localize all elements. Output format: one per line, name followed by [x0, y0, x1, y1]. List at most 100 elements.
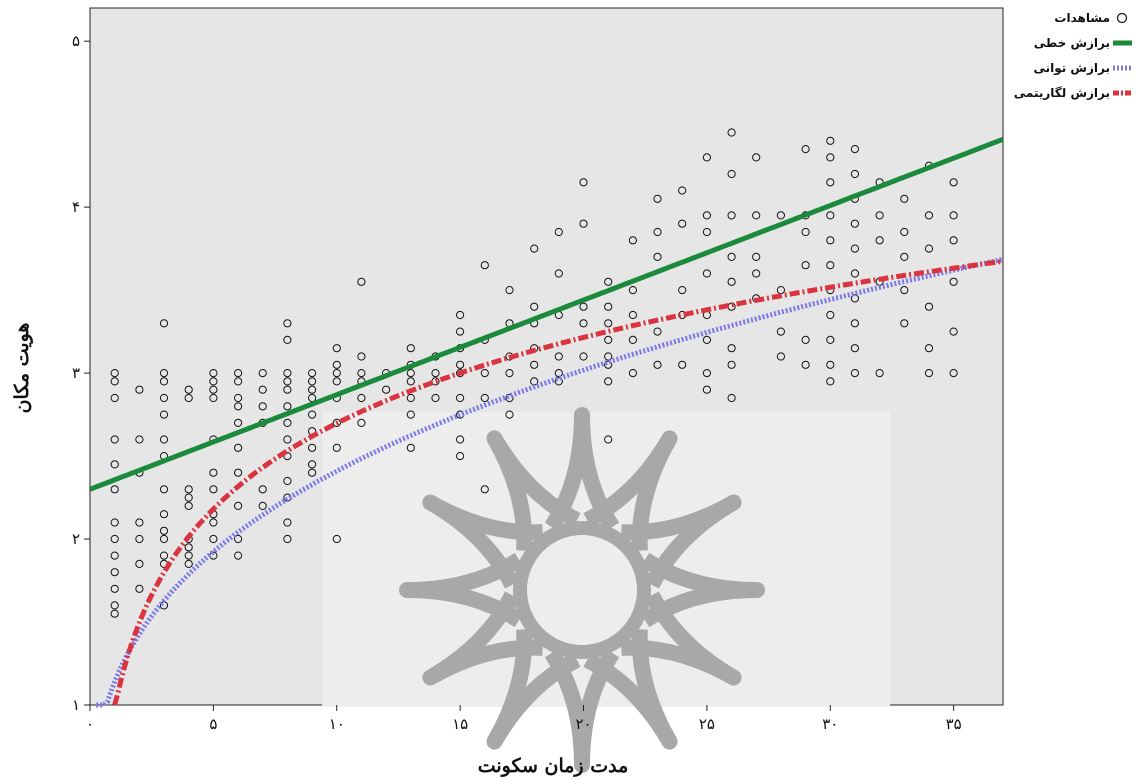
- observation-point: [480, 485, 489, 494]
- observation-point: [357, 277, 366, 286]
- observation-point: [554, 269, 563, 278]
- observation-point: [258, 501, 267, 510]
- observation-point: [924, 369, 934, 378]
- observation-point: [604, 302, 613, 311]
- observation-point: [702, 335, 712, 344]
- observation-point: [159, 551, 169, 560]
- observation-point: [159, 319, 169, 328]
- observation-point: [135, 559, 144, 569]
- observation-point: [653, 252, 662, 261]
- x-tick-label: ۱۰: [329, 715, 345, 733]
- observation-point: [801, 227, 810, 237]
- observation-point: [949, 277, 958, 286]
- observation-point: [209, 534, 218, 544]
- observation-point: [110, 485, 119, 494]
- observation-point: [604, 319, 613, 328]
- observation-point: [801, 261, 810, 270]
- observation-point: [727, 128, 736, 137]
- observation-point: [604, 377, 613, 386]
- observation-point: [283, 377, 292, 386]
- observation-point: [826, 153, 835, 162]
- observation-point: [332, 344, 341, 353]
- x-tick-label: ۵: [209, 715, 217, 733]
- observation-point: [110, 551, 119, 560]
- observation-point: [332, 377, 341, 386]
- observation-point: [308, 410, 317, 419]
- observation-point: [456, 327, 465, 336]
- observation-point: [653, 327, 662, 336]
- observation-point: [283, 452, 292, 461]
- observation-point: [801, 360, 810, 369]
- observation-point: [752, 211, 761, 220]
- legend: مشاهدات برازش خطی برازش توانی برازش لگاریتم…: [1014, 11, 1132, 100]
- observation-point: [110, 584, 119, 593]
- observation-point: [678, 360, 687, 369]
- x-tick-label: ۲۵: [699, 715, 715, 733]
- linear-fit-line: [89, 136, 1004, 492]
- observation-point: [110, 369, 119, 378]
- y-tick-label: ۱: [72, 696, 80, 714]
- observation-point: [406, 410, 415, 419]
- observation-point: [234, 551, 243, 560]
- observation-point: [702, 227, 712, 237]
- observation-point: [283, 534, 292, 544]
- observation-point: [184, 543, 193, 552]
- observation-points: [110, 128, 958, 618]
- observation-point: [480, 261, 489, 270]
- observation-point: [110, 460, 119, 469]
- observation-point: [283, 369, 292, 378]
- observation-point: [209, 369, 218, 378]
- observation-point: [949, 369, 958, 378]
- observation-point: [678, 186, 687, 195]
- observation-point: [308, 377, 317, 386]
- observation-point: [924, 244, 934, 253]
- observation-point: [258, 402, 267, 411]
- observation-point: [702, 369, 712, 378]
- observation-point: [332, 534, 341, 544]
- observation-point: [579, 178, 588, 187]
- observation-point: [135, 534, 144, 544]
- observation-point: [184, 551, 193, 560]
- observation-point: [826, 178, 835, 187]
- observation-point: [234, 369, 243, 378]
- observation-point: [530, 360, 539, 369]
- observation-point: [826, 261, 835, 270]
- observation-point: [875, 236, 884, 245]
- observation-point: [332, 443, 341, 452]
- observation-point: [924, 211, 934, 220]
- observation-point: [678, 286, 687, 295]
- observation-point: [308, 369, 317, 378]
- legend-item: برازش لگاریتمی: [1014, 86, 1132, 100]
- observation-point: [776, 327, 786, 336]
- observation-point: [579, 319, 588, 328]
- watermark-seal-icon: [322, 407, 890, 773]
- x-tick-label: ۳۰: [822, 715, 838, 733]
- observation-point: [924, 344, 934, 353]
- x-tick-label: ۲۰: [575, 715, 591, 733]
- y-tick-label: ۴: [72, 198, 80, 216]
- observation-point: [628, 335, 638, 344]
- observation-point: [900, 194, 909, 203]
- observation-point: [283, 402, 292, 411]
- observation-point: [456, 435, 465, 444]
- observation-point: [283, 435, 292, 444]
- observation-point: [308, 468, 317, 477]
- observation-point: [110, 377, 119, 386]
- observation-point: [702, 269, 712, 278]
- observation-point: [258, 385, 267, 394]
- observation-point: [184, 385, 193, 394]
- observation-point: [456, 310, 465, 320]
- legend-label: برازش خطی: [1034, 36, 1110, 50]
- observation-point: [258, 369, 267, 378]
- observation-point: [579, 352, 588, 361]
- observation-point: [628, 310, 638, 320]
- observation-point: [159, 410, 169, 419]
- observation-point: [135, 435, 144, 444]
- observation-point: [135, 584, 144, 593]
- observation-point: [554, 227, 563, 237]
- observation-point: [110, 435, 119, 444]
- observation-point: [209, 385, 218, 394]
- observation-point: [850, 145, 860, 154]
- observation-point: [283, 319, 292, 328]
- observation-point: [406, 344, 415, 353]
